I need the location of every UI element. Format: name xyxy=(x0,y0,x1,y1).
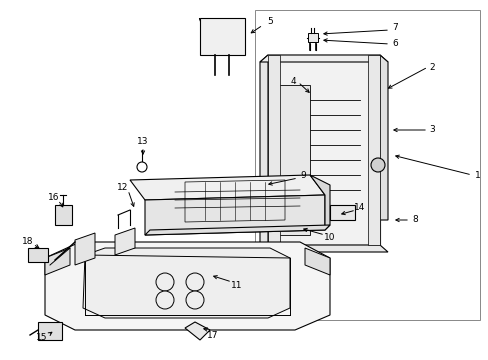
Circle shape xyxy=(370,158,384,172)
Text: 14: 14 xyxy=(354,203,365,212)
Polygon shape xyxy=(145,195,325,235)
Polygon shape xyxy=(145,225,329,235)
Text: 8: 8 xyxy=(411,216,417,225)
Polygon shape xyxy=(83,248,289,318)
Polygon shape xyxy=(260,55,267,252)
Text: 18: 18 xyxy=(22,238,34,247)
Circle shape xyxy=(156,273,174,291)
Polygon shape xyxy=(267,55,379,245)
Polygon shape xyxy=(28,248,48,262)
Text: 2: 2 xyxy=(428,63,434,72)
Polygon shape xyxy=(367,55,379,245)
Polygon shape xyxy=(309,175,329,230)
Polygon shape xyxy=(45,248,70,275)
Polygon shape xyxy=(305,248,329,275)
Text: 4: 4 xyxy=(289,77,295,86)
Polygon shape xyxy=(267,55,280,245)
Polygon shape xyxy=(55,205,72,225)
Polygon shape xyxy=(184,322,209,340)
Polygon shape xyxy=(260,55,387,62)
Bar xyxy=(254,10,479,320)
Text: 13: 13 xyxy=(137,138,148,147)
Text: 16: 16 xyxy=(48,194,60,202)
Circle shape xyxy=(185,273,203,291)
Text: 9: 9 xyxy=(300,171,305,180)
Polygon shape xyxy=(130,175,325,200)
Text: 6: 6 xyxy=(391,40,397,49)
Text: 1: 1 xyxy=(474,171,480,180)
Text: 11: 11 xyxy=(231,280,242,289)
Circle shape xyxy=(156,291,174,309)
Polygon shape xyxy=(115,228,135,255)
Polygon shape xyxy=(45,242,329,330)
Polygon shape xyxy=(379,55,387,220)
Polygon shape xyxy=(307,33,317,42)
Text: 12: 12 xyxy=(117,184,128,193)
Text: 3: 3 xyxy=(428,126,434,135)
Circle shape xyxy=(185,291,203,309)
Text: 15: 15 xyxy=(36,333,48,342)
Polygon shape xyxy=(278,85,309,235)
Polygon shape xyxy=(329,205,354,220)
Circle shape xyxy=(137,162,147,172)
Text: 7: 7 xyxy=(391,23,397,32)
Polygon shape xyxy=(75,233,95,265)
Text: 10: 10 xyxy=(324,234,335,243)
Text: 5: 5 xyxy=(266,18,272,27)
Polygon shape xyxy=(200,18,244,55)
Polygon shape xyxy=(38,322,62,340)
Text: 17: 17 xyxy=(207,330,218,339)
Polygon shape xyxy=(260,245,387,252)
